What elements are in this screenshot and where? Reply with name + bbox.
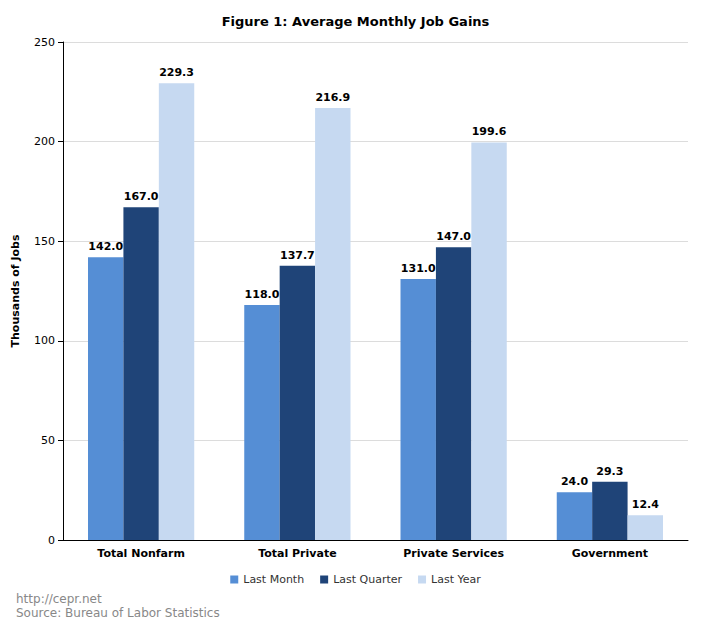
svg-text:100: 100 [34, 334, 55, 347]
svg-text:216.9: 216.9 [315, 91, 350, 104]
svg-text:29.3: 29.3 [596, 465, 623, 478]
svg-text:50: 50 [41, 434, 55, 447]
svg-text:Total Nonfarm: Total Nonfarm [97, 547, 185, 560]
svg-text:Source: Bureau of Labor Statis: Source: Bureau of Labor Statistics [16, 606, 220, 620]
svg-text:0: 0 [48, 534, 55, 547]
svg-text:142.0: 142.0 [88, 240, 123, 253]
svg-text:200: 200 [34, 135, 55, 148]
svg-text:Thousands of Jobs: Thousands of Jobs [9, 234, 22, 347]
svg-text:Total Private: Total Private [258, 547, 336, 560]
svg-text:147.0: 147.0 [436, 230, 471, 243]
svg-text:Last Year: Last Year [431, 573, 481, 586]
svg-text:Figure 1: Average Monthly Job: Figure 1: Average Monthly Job Gains [222, 14, 490, 29]
svg-text:Last Quarter: Last Quarter [333, 573, 402, 586]
svg-text:24.0: 24.0 [561, 475, 588, 488]
svg-text:12.4: 12.4 [632, 498, 659, 511]
svg-text:Last Month: Last Month [243, 573, 304, 586]
svg-text:Private Services: Private Services [403, 547, 504, 560]
svg-text:167.0: 167.0 [124, 190, 159, 203]
svg-text:250: 250 [34, 36, 55, 49]
svg-text:199.6: 199.6 [472, 125, 507, 138]
svg-text:http://cepr.net: http://cepr.net [16, 592, 102, 606]
svg-text:Government: Government [572, 547, 648, 560]
svg-text:229.3: 229.3 [159, 66, 194, 79]
svg-text:118.0: 118.0 [245, 288, 280, 301]
svg-text:131.0: 131.0 [401, 262, 436, 275]
svg-text:137.7: 137.7 [280, 249, 315, 262]
svg-text:150: 150 [34, 235, 55, 248]
